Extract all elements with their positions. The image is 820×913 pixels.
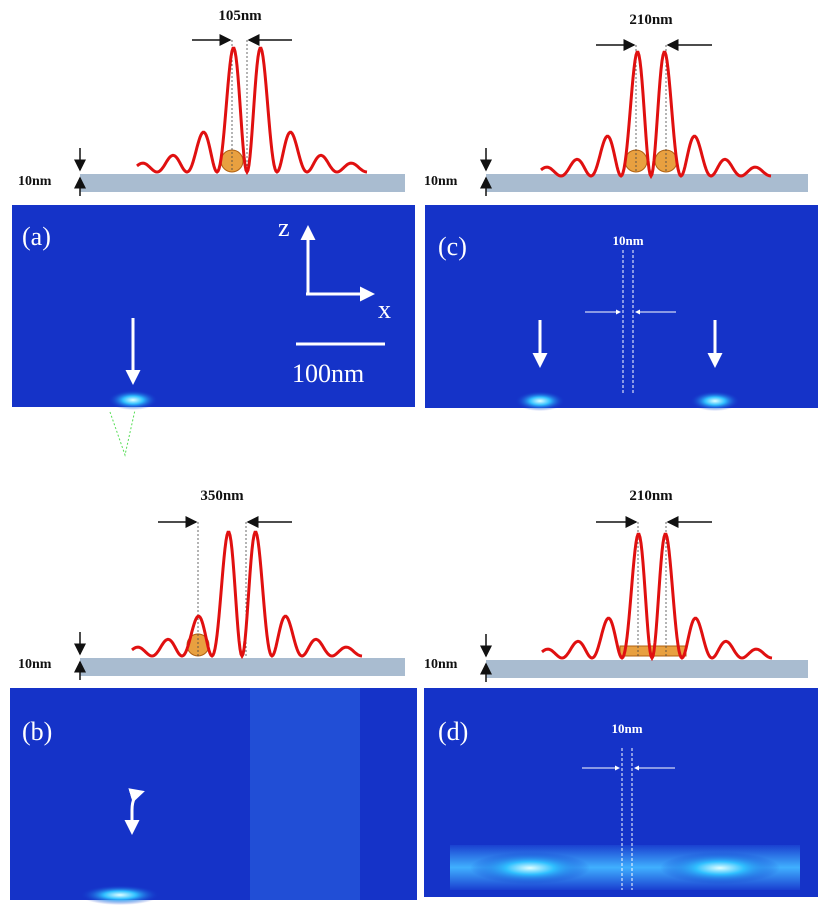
panel-label: (c) (438, 232, 467, 261)
scale-bar-label: 100nm (292, 359, 364, 388)
layer-label: 10nm (18, 657, 52, 672)
panel-b: 350nm 10nm (b) (10, 488, 417, 905)
panel-c: 210nm 10nm 10nm (c) (424, 12, 818, 411)
gap-label: 210nm (629, 488, 673, 504)
intensity-curve (540, 50, 772, 180)
panel-a: 105nm 10nm (a) z x 100nm (12, 8, 415, 457)
panel-label: (b) (22, 717, 52, 746)
field-map (12, 205, 415, 407)
layer-label: 10nm (424, 174, 458, 189)
layer-label: 10nm (424, 657, 458, 672)
slit-label: 10nm (611, 721, 642, 736)
intensity-curve (131, 530, 363, 660)
z-axis-label: z (278, 213, 290, 242)
slit-label: 10nm (612, 233, 643, 248)
panel-label: (d) (438, 717, 468, 746)
intensity-curve (136, 46, 368, 176)
substrate (80, 174, 405, 192)
panel-label: (a) (22, 222, 51, 251)
x-axis-label: x (378, 295, 391, 324)
layer-label: 10nm (18, 174, 52, 189)
panel-d: 210nm 10nm 10nm (d) (424, 488, 818, 897)
intensity-curve (541, 532, 773, 662)
gap-label: 105nm (218, 8, 262, 24)
gap-label: 210nm (629, 12, 673, 28)
gap-label: 350nm (200, 488, 244, 504)
